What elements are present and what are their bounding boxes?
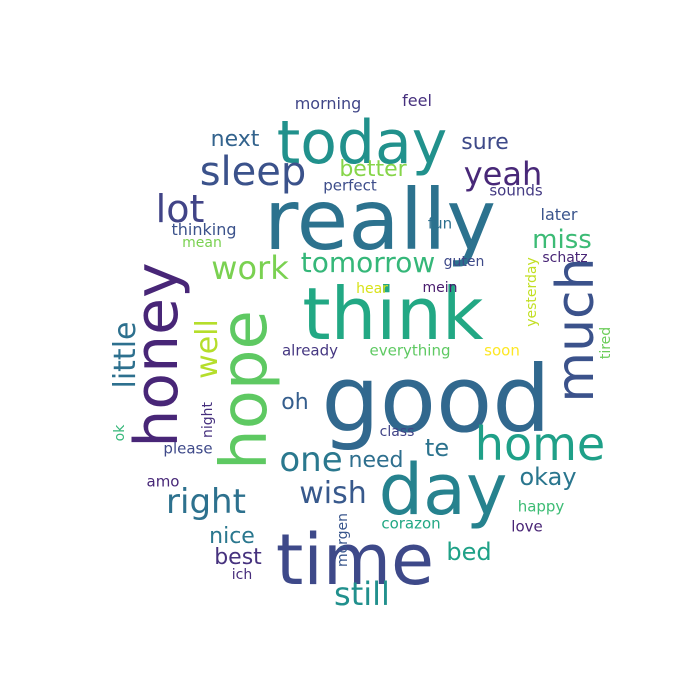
word-sounds: sounds <box>489 181 543 200</box>
word-okay: okay <box>519 463 577 491</box>
word-yeah: yeah <box>463 155 543 193</box>
word-morgen: morgen <box>335 512 351 568</box>
word-everything: everything <box>369 341 451 360</box>
word-please: please <box>163 439 213 458</box>
word-love: love <box>511 517 543 536</box>
word-need: need <box>348 448 404 473</box>
word-one: one <box>279 440 343 480</box>
word-today: today <box>276 108 448 178</box>
word-work: work <box>211 249 289 287</box>
word-class: class <box>379 424 415 440</box>
word-ok: ok <box>112 424 128 442</box>
word-nice: nice <box>209 524 255 549</box>
word-yesterday: yesterday <box>524 257 540 327</box>
word-mein: mein <box>422 280 458 296</box>
word-perfect: perfect <box>323 176 377 195</box>
word-think: think <box>302 272 484 356</box>
word-much: much <box>546 257 606 403</box>
word-wish: wish <box>299 476 367 511</box>
word-happy: happy <box>517 497 565 516</box>
word-well: well <box>190 319 225 379</box>
word-sleep: sleep <box>199 149 307 195</box>
word-next: next <box>210 127 260 152</box>
word-still: still <box>334 575 390 613</box>
word-right: right <box>166 482 246 522</box>
word-mean: mean <box>182 235 222 251</box>
word-oh: oh <box>281 390 309 415</box>
word-feel: feel <box>402 91 432 110</box>
word-tired: tired <box>598 326 614 360</box>
word-fun: fun <box>427 214 453 233</box>
word-good: good <box>321 346 551 453</box>
word-day: day <box>378 449 508 531</box>
word-home: home <box>474 417 606 471</box>
word-ich: ich <box>231 567 253 583</box>
word-later: later <box>540 205 578 224</box>
word-guten: guten <box>443 254 485 270</box>
word-hear: hear <box>356 281 388 297</box>
word-time: time <box>275 519 435 601</box>
word-miss: miss <box>532 225 592 255</box>
word-morning: morning <box>294 94 362 113</box>
word-little: little <box>108 321 143 389</box>
word-tomorrow: tomorrow <box>300 246 436 279</box>
word-already: already <box>281 341 339 360</box>
word-really: really <box>263 171 497 269</box>
word-te: te <box>424 434 450 462</box>
word-soon: soon <box>484 341 520 360</box>
word-corazon: corazon <box>381 514 441 533</box>
word-amo: amo <box>146 472 180 491</box>
word-bed: bed <box>446 538 492 566</box>
word-best: best <box>214 545 262 570</box>
word-schatz: schatz <box>542 250 588 266</box>
word-thinking: thinking <box>171 220 237 239</box>
word-better: better <box>339 157 407 182</box>
word-sure: sure <box>461 130 509 155</box>
word-night: night <box>200 401 216 439</box>
word-lot: lot <box>155 187 205 231</box>
